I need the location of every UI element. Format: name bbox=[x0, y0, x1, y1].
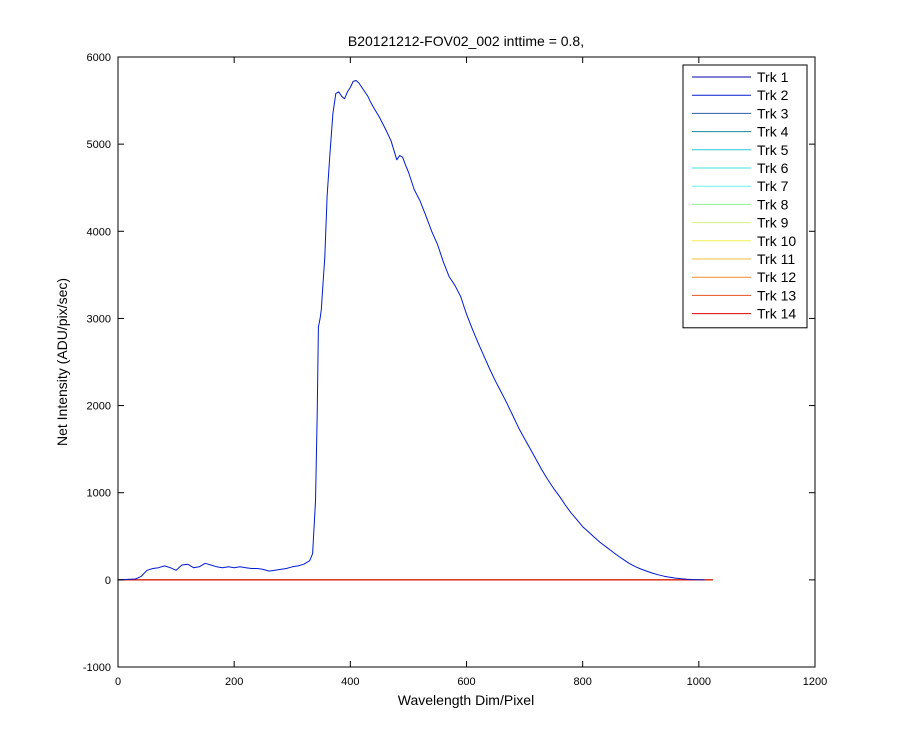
legend-entry: Trk 3 bbox=[757, 105, 789, 121]
series-line-trk-2 bbox=[117, 80, 705, 581]
x-tick-label: 600 bbox=[457, 676, 475, 688]
legend-entry: Trk 2 bbox=[757, 87, 789, 103]
legend-entry: Trk 11 bbox=[757, 251, 795, 267]
legend-entry: Trk 1 bbox=[757, 69, 789, 85]
legend-entry: Trk 5 bbox=[757, 142, 789, 158]
x-axis-label: Wavelength Dim/Pixel bbox=[398, 692, 534, 708]
legend-entry: Trk 8 bbox=[757, 196, 789, 212]
x-tick-label: 0 bbox=[115, 676, 121, 688]
y-tick-label: 3000 bbox=[87, 313, 111, 325]
legend-entry: Trk 9 bbox=[757, 215, 789, 231]
chart-title: B20121212-FOV02_002 inttime = 0.8, bbox=[348, 33, 584, 49]
y-axis-label: Net Intensity (ADU/pix/sec) bbox=[54, 278, 70, 446]
legend-entry: Trk 7 bbox=[757, 178, 789, 194]
legend: Trk 1 Trk 2 Trk 3 Trk 4 Trk 5 Trk 6 Trk 7 Trk 8… bbox=[682, 64, 808, 329]
plot-lines bbox=[117, 80, 713, 581]
legend-entry: Trk 10 bbox=[757, 233, 796, 249]
y-tick-label: 6000 bbox=[87, 52, 111, 64]
legend-entry: Trk 4 bbox=[757, 124, 789, 140]
axis-ticks: 0 200 400 600 800 1000 1200 -1000 0 1000 2000 3000 4… bbox=[83, 52, 827, 688]
y-tick-label: -1000 bbox=[83, 662, 111, 674]
y-tick-label: 4000 bbox=[87, 226, 111, 238]
y-tick-label: 5000 bbox=[87, 139, 111, 151]
legend-box bbox=[682, 64, 808, 329]
x-tick-label: 800 bbox=[573, 676, 591, 688]
y-tick-label: 1000 bbox=[87, 488, 111, 500]
legend-entry: Trk 12 bbox=[757, 269, 796, 285]
y-tick-label: 0 bbox=[105, 575, 111, 587]
x-tick-label: 1000 bbox=[687, 676, 711, 688]
legend-entry: Trk 14 bbox=[757, 306, 796, 322]
x-tick-label: 200 bbox=[225, 676, 243, 688]
x-tick-label: 1200 bbox=[803, 676, 827, 688]
legend-entry: Trk 13 bbox=[757, 287, 796, 303]
y-tick-label: 2000 bbox=[87, 401, 111, 413]
legend-entry: Trk 6 bbox=[757, 160, 789, 176]
x-tick-label: 400 bbox=[341, 676, 359, 688]
